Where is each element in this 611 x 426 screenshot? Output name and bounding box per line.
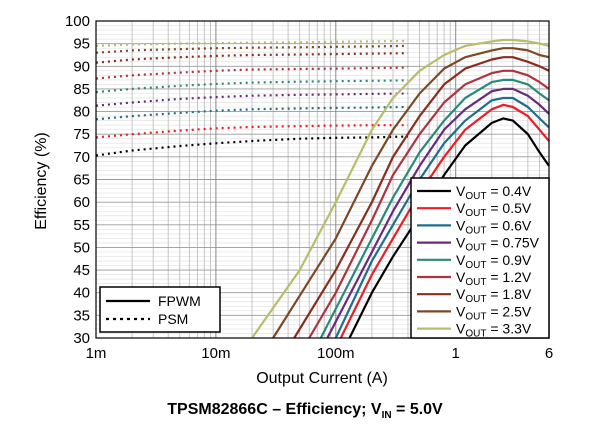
y-tick-label: 75 <box>73 126 90 143</box>
mode-legend-box <box>99 286 221 333</box>
psm-line-0 <box>95 135 409 157</box>
series-lines <box>95 38 550 339</box>
y-tick-label: 70 <box>73 149 90 166</box>
fpwm-line-7 <box>272 47 550 339</box>
fpwm-line-0 <box>348 117 550 339</box>
x-tick-label: 10m <box>201 345 230 362</box>
mode-legend-label: FPWM <box>158 293 201 309</box>
series-legend-label: VOUT = 0.9V <box>456 252 532 271</box>
psm-line-1 <box>95 124 408 139</box>
psm-line-8 <box>95 39 409 47</box>
chart-title-tail: = 5.0V <box>392 401 443 418</box>
y-tick-label: 45 <box>73 262 90 279</box>
fpwm-line-5 <box>308 69 550 339</box>
chart-title-main: TPSM82866C – Efficiency; V <box>167 401 382 418</box>
y-tick-label: 90 <box>73 58 90 75</box>
psm-line-6 <box>95 52 409 64</box>
y-axis-label: Efficiency (%) <box>33 132 50 230</box>
y-tick-label: 100 <box>65 13 90 30</box>
chart-title: TPSM82866C – Efficiency; VIN = 5.0V <box>167 401 443 421</box>
fpwm-line-8 <box>251 38 550 339</box>
series-legend-label: VOUT = 0.4V <box>456 183 532 202</box>
fpwm-line-3 <box>326 87 550 339</box>
x-tick-label: 6 <box>545 345 553 362</box>
series-legend-label: VOUT = 1.2V <box>456 269 532 288</box>
x-tick-label: 1 <box>452 345 460 362</box>
y-tick-label: 65 <box>73 172 90 189</box>
x-tick-label: 100m <box>317 345 355 362</box>
fpwm-line-4 <box>319 78 550 339</box>
series-legend-label: VOUT = 2.5V <box>456 303 532 322</box>
y-tick-label: 30 <box>73 330 90 347</box>
y-tick-label: 55 <box>73 217 90 234</box>
y-tick-label: 50 <box>73 239 90 256</box>
axes: 30 35 40 45 50 55 60 65 70 75 80 85 90 95 100 1m 10m 100m… <box>65 13 553 362</box>
series-legend-label: VOUT = 1.8V <box>456 286 532 305</box>
psm-line-7 <box>95 44 409 54</box>
fpwm-line-1 <box>339 103 550 339</box>
psm-line-2 <box>95 105 409 121</box>
fpwm-line-2 <box>334 96 550 339</box>
mode-legend-label: PSM <box>158 311 188 327</box>
series-legend-label: VOUT = 3.3V <box>456 321 532 340</box>
fpwm-line-6 <box>293 56 550 339</box>
psm-line-3 <box>95 92 409 107</box>
y-tick-label: 35 <box>73 307 90 324</box>
series-legend-label: VOUT = 0.75V <box>456 235 540 254</box>
y-tick-label: 60 <box>73 194 90 211</box>
x-tick-label: 1m <box>86 345 107 362</box>
y-tick-label: 40 <box>73 285 90 302</box>
psm-line-5 <box>95 66 409 80</box>
x-axis-label: Output Current (A) <box>256 370 388 387</box>
series-legend-label: VOUT = 0.6V <box>456 217 532 236</box>
y-tick-label: 85 <box>73 81 90 98</box>
y-tick-label: 80 <box>73 104 90 121</box>
chart-title-subscript: IN <box>382 410 392 421</box>
series-legend-label: VOUT = 0.5V <box>456 200 532 219</box>
y-tick-label: 95 <box>73 36 90 53</box>
psm-line-4 <box>95 79 409 94</box>
